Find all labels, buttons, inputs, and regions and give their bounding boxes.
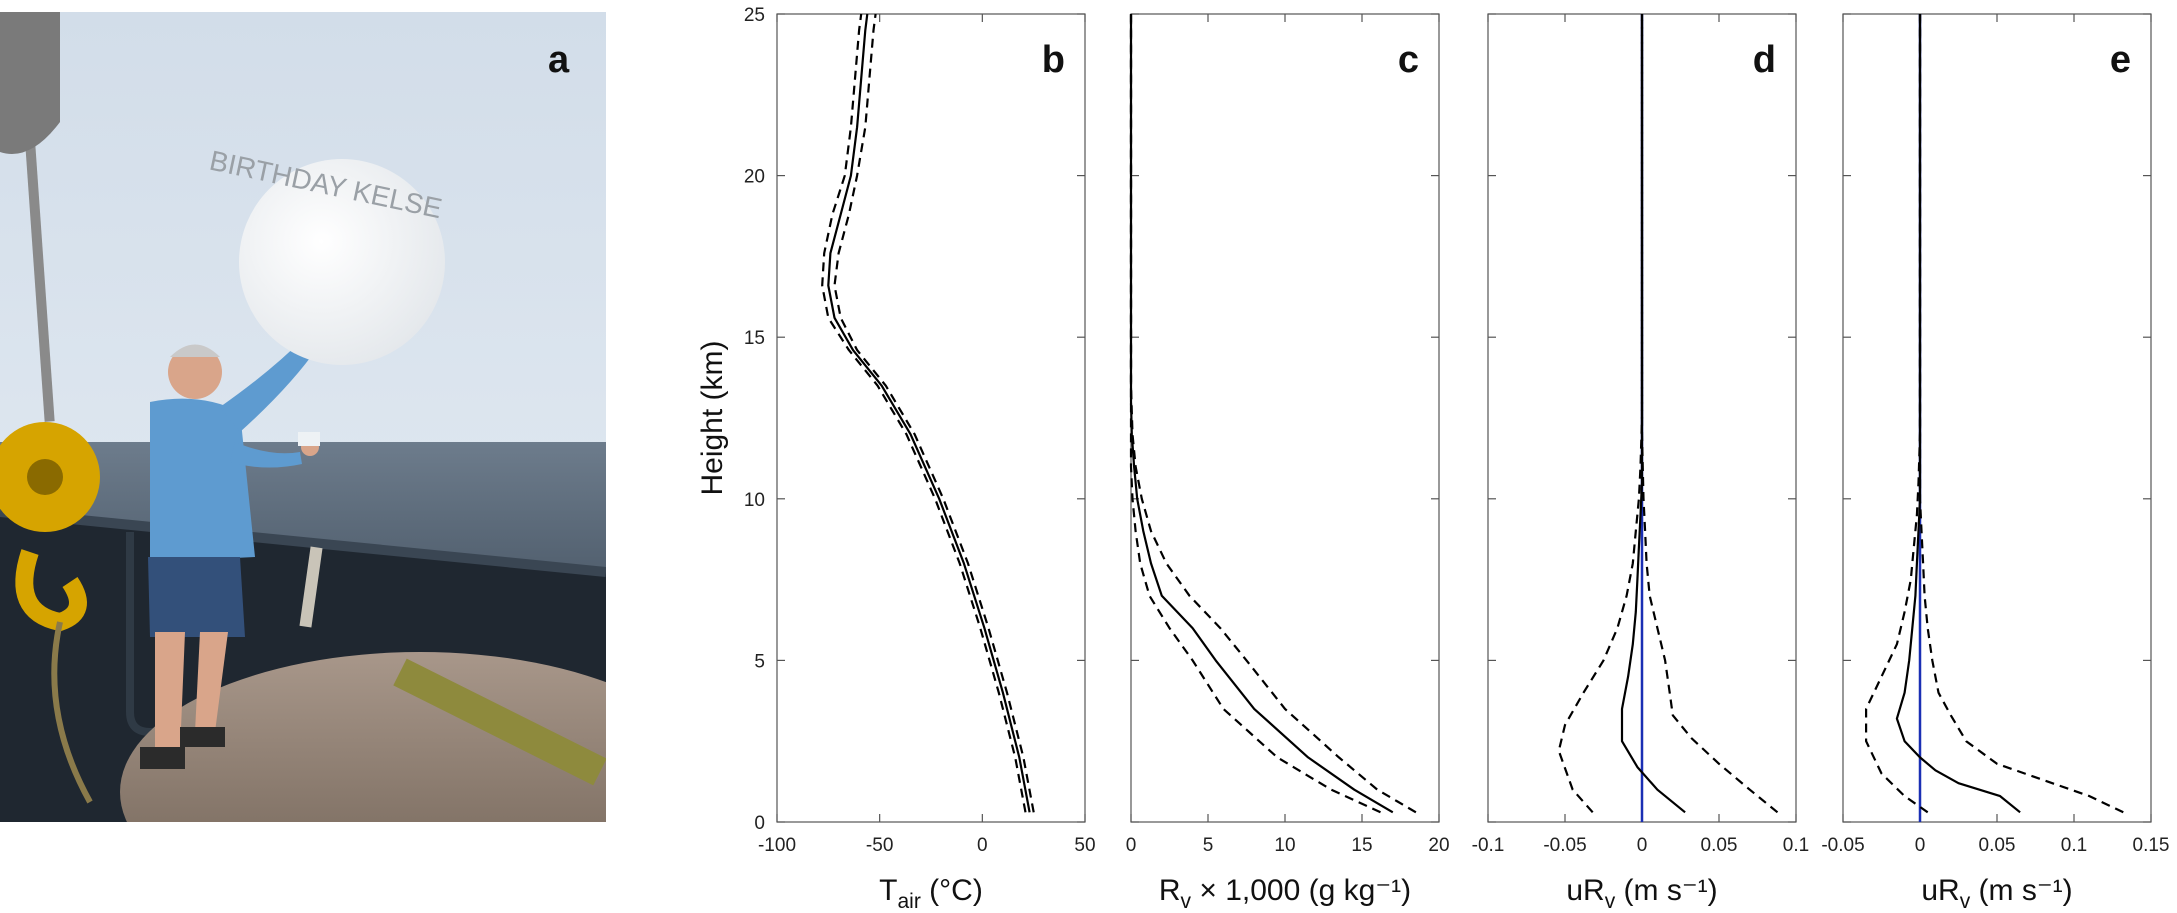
panel-letter-b: b	[1042, 39, 1065, 81]
x-tick-label: 0	[1637, 835, 1648, 856]
panel-letter-d: d	[1753, 39, 1776, 81]
plot-frame-b	[776, 13, 1086, 823]
y-tick-label: 10	[744, 490, 765, 511]
photo-panel: BIRTHDAY KELSE a	[0, 12, 606, 822]
series-dashed-2	[821, 13, 1027, 813]
x-tick-label: 10	[1274, 835, 1295, 856]
x-tick-label: 50	[1074, 835, 1095, 856]
x-tick-label: 0.05	[1701, 835, 1738, 856]
x-tick-label: -100	[758, 835, 796, 856]
y-tick-label: 0	[754, 813, 765, 834]
x-tick-label: 15	[1351, 835, 1372, 856]
x-tick-label: -0.05	[1821, 835, 1864, 856]
x-tick-label: -0.05	[1543, 835, 1586, 856]
plot-frame-c	[1130, 13, 1440, 823]
chart-panel-e: -0.05 0 0.05 0.1 0.15 e uRv (m s⁻¹)	[1821, 13, 2170, 913]
panel-letter-e: e	[2110, 39, 2131, 81]
x-tick-label: 20	[1428, 835, 1449, 856]
x-tick-label: 5	[1203, 835, 1214, 856]
x-tick-label: 0.15	[2133, 835, 2170, 856]
x-tick-label: 0	[1126, 835, 1137, 856]
series-dashed-1	[833, 13, 1035, 813]
y-tick-label: 25	[744, 5, 765, 26]
y-tick-label: 15	[744, 328, 765, 349]
chart-panel-c: 0 5 10 15 20 c Rv × 1,000 (g kg⁻¹)	[1126, 13, 1450, 913]
x-axis-label: Rv × 1,000 (g kg⁻¹)	[1159, 874, 1411, 913]
series-dashed-2	[1557, 14, 1644, 814]
x-axis-label: uRv (m s⁻¹)	[1566, 874, 1717, 913]
series-solid-0	[1895, 14, 2021, 814]
x-tick-label: -50	[866, 835, 893, 856]
crane-block	[0, 12, 60, 154]
series-solid-0	[1129, 14, 1394, 814]
y-tick-label: 20	[744, 167, 765, 188]
series-solid-0	[1620, 14, 1686, 814]
y-axis-label: Height (km)	[696, 340, 729, 495]
series-dashed-1	[1640, 14, 1779, 814]
weather-balloon	[239, 159, 445, 365]
series-dashed-1	[1129, 14, 1417, 814]
x-tick-label: -0.1	[1472, 835, 1505, 856]
x-tick-label: 0	[1915, 835, 1926, 856]
cable-spool	[120, 652, 606, 822]
x-axis-label: Tair (°C)	[879, 874, 983, 913]
chart-panel-b: 0 5 10 15 20 25 -100 -50 0 50 b Tair (°C) Height (km…	[696, 5, 1096, 913]
chart-panel-d: -0.1 -0.05 0 0.05 0.1 d uRv (m s⁻¹)	[1472, 13, 1809, 913]
x-tick-label: 0.1	[2061, 835, 2087, 856]
series-solid-0	[827, 13, 1031, 813]
x-tick-label: 0.05	[1979, 835, 2016, 856]
series-dashed-2	[1865, 14, 1929, 814]
x-tick-label: 0.1	[1783, 835, 1809, 856]
panel-letter-c: c	[1398, 39, 1419, 81]
series-dashed-1	[1918, 14, 2124, 814]
plot-frame-e	[1842, 13, 2152, 823]
series-dashed-2	[1129, 14, 1381, 814]
person-launching-balloon	[140, 322, 320, 769]
y-tick-label: 5	[754, 651, 765, 672]
panel-letter-a: a	[548, 39, 570, 81]
x-axis-label: uRv (m s⁻¹)	[1921, 874, 2072, 913]
x-tick-label: 0	[977, 835, 988, 856]
